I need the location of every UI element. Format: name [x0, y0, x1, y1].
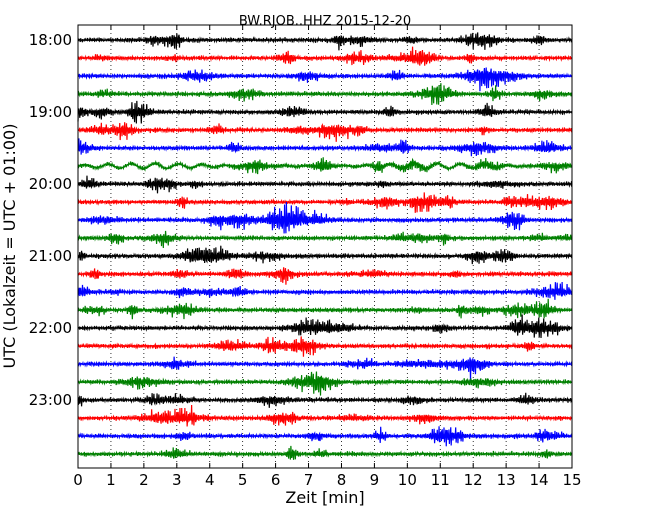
x-tick-label: 11: [431, 471, 450, 489]
x-tick-label: 5: [238, 471, 248, 489]
trace-group: [77, 32, 573, 460]
seismic-trace: [77, 122, 573, 142]
y-tick-label: 18:00: [29, 31, 72, 49]
seismic-trace: [77, 336, 573, 357]
x-tick-label: 8: [337, 471, 347, 489]
x-tick-label: 12: [464, 471, 483, 489]
seismic-trace: [77, 32, 573, 51]
plot-frame: [77, 24, 573, 469]
x-tick-label: 0: [73, 471, 83, 489]
seismic-trace: [77, 404, 573, 427]
x-tick-label: 1: [106, 471, 116, 489]
seismic-trace: [77, 157, 573, 175]
x-tick-label: 13: [497, 471, 516, 489]
y-tick-label: 21:00: [29, 247, 72, 265]
x-tick-label: 2: [139, 471, 149, 489]
x-tick-label: 3: [172, 471, 182, 489]
chart-title: BW.RJOB..HHZ 2015-12-20: [239, 14, 411, 29]
x-tick-label: 10: [398, 471, 417, 489]
seismic-trace: [77, 281, 573, 300]
y-tick-label: 20:00: [29, 175, 72, 193]
seismic-trace: [77, 267, 573, 285]
x-tick-label: 14: [530, 471, 549, 489]
y-tick-label: 22:00: [29, 319, 72, 337]
seismic-trace: [77, 201, 573, 234]
seismic-trace: [77, 230, 573, 248]
x-axis: 0 1 2 3 4 5 6 7 8 9 10 11 12 13 14 15: [73, 25, 582, 489]
x-tick-label: 9: [370, 471, 380, 489]
seismic-trace: [77, 371, 573, 396]
y-axis: 18:00 19:00 20:00 21:00 22:00 23:00: [29, 31, 572, 409]
seismic-trace: [77, 426, 573, 447]
seismic-trace: [77, 67, 573, 92]
seismic-trace: [77, 192, 573, 213]
y-tick-label: 19:00: [29, 103, 72, 121]
x-axis-label: Zeit [min]: [285, 488, 364, 507]
y-axis-label: UTC (Lokalzeit = UTC + 01:00): [0, 124, 19, 369]
seismic-trace: [77, 83, 573, 105]
seismic-trace: [77, 245, 573, 265]
seismic-trace: [77, 392, 573, 408]
seismic-trace: [77, 46, 573, 66]
seismic-trace: [77, 445, 573, 460]
x-tick-label: 6: [271, 471, 281, 489]
y-tick-label: 23:00: [29, 391, 72, 409]
seismic-trace: [77, 298, 573, 320]
x-tick-label: 4: [205, 471, 215, 489]
x-tick-label: 15: [562, 471, 581, 489]
seismic-trace: [77, 314, 573, 339]
seismic-trace: [77, 175, 573, 194]
seismic-trace: [77, 100, 573, 124]
seismic-trace: [77, 138, 573, 157]
seismic-trace: [77, 356, 573, 382]
x-tick-label: 7: [304, 471, 314, 489]
